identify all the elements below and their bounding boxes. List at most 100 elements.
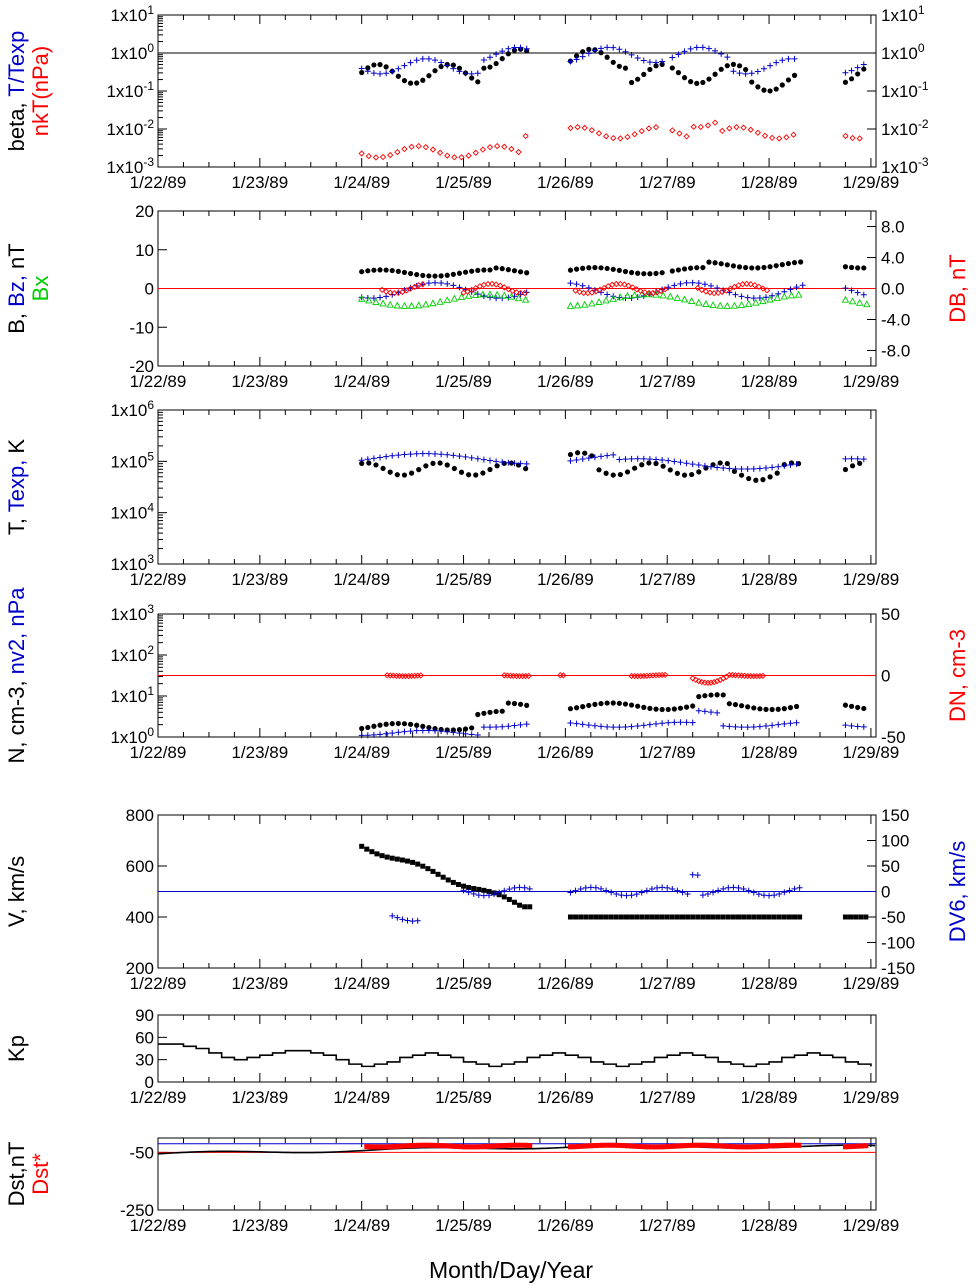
x-tick-label: 1/23/89: [231, 173, 288, 192]
x-tick-label: 1/29/89: [843, 372, 900, 391]
data-point-N: [861, 705, 867, 712]
data-point-DV6: [689, 871, 696, 878]
data-point-T/Texp: [622, 48, 629, 55]
data-point-V: [501, 894, 507, 900]
data-point-DV6: [796, 884, 803, 891]
data-point-nkT: [444, 152, 451, 159]
data-point-beta: [647, 66, 653, 73]
data-point-Dst*: [706, 1142, 712, 1148]
x-tick-label: 1/26/89: [537, 1088, 594, 1107]
data-point-DV6: [710, 889, 717, 896]
data-point-T: [373, 462, 379, 468]
data-point-T: [795, 460, 802, 467]
data-point-DB: [468, 286, 475, 294]
data-point-T/Texp: [480, 56, 487, 63]
data-point-DB: [755, 283, 763, 290]
data-point-V: [730, 914, 736, 920]
data-point-V: [588, 914, 594, 920]
data-point-Dst*: [702, 1142, 708, 1148]
data-point-DB: [497, 282, 504, 289]
y-tick-label: 1x105: [110, 449, 154, 471]
data-point-T/Texp: [567, 58, 574, 65]
y-tick-label: 200: [126, 959, 154, 978]
data-point-T/Texp: [487, 54, 494, 61]
data-point-Dst*: [767, 1143, 773, 1149]
data-point-T/Texp: [604, 44, 611, 51]
data-point-Dst*: [482, 1144, 488, 1150]
data-point-DB: [641, 289, 648, 296]
data-point-V: [664, 914, 670, 920]
data-point-Dst*: [457, 1144, 463, 1150]
data-point-T: [444, 462, 450, 468]
data-point-T: [582, 450, 588, 456]
data-point-Dst*: [376, 1144, 382, 1150]
data-point-DB: [509, 287, 516, 295]
data-point-T/Texp: [493, 51, 500, 58]
y-axis-label-part: nv2, nPa: [4, 587, 29, 675]
y-axis-label-part: Bx: [28, 276, 53, 302]
data-point-T: [660, 463, 666, 469]
data-point-Dst*: [400, 1143, 406, 1149]
y-axis-label: T, Texp, K: [4, 439, 29, 536]
data-point-nv2: [695, 707, 702, 714]
data-point-nv2: [480, 724, 487, 731]
data-point-T: [603, 470, 609, 476]
data-point-Dst*: [596, 1142, 602, 1148]
data-point-T: [681, 472, 688, 478]
data-point-nkT: [522, 132, 529, 140]
data-point-Texp: [750, 465, 757, 472]
data-point-V: [679, 914, 685, 920]
data-point-Texp: [854, 455, 861, 462]
data-point-DV6: [603, 887, 610, 894]
data-point-N: [775, 706, 781, 712]
data-point-DV6: [725, 884, 732, 891]
data-point-nv2: [432, 727, 439, 734]
data-point-DV6: [572, 887, 579, 894]
data-point-Bx: [737, 301, 746, 309]
data-point-DB: [613, 280, 620, 288]
data-point-V: [858, 914, 864, 920]
data-point-DB: [403, 287, 410, 294]
data-point-N: [456, 727, 463, 733]
data-point-DV6: [592, 884, 599, 891]
data-point-Bz: [438, 279, 445, 286]
data-point-T: [774, 470, 780, 476]
data-point-T/Texp: [628, 51, 635, 58]
data-point-Texp: [480, 456, 487, 463]
data-point-nkT: [790, 131, 797, 138]
data-point-nkT: [733, 123, 740, 131]
data-point-N: [757, 706, 763, 712]
x-tick-label: 1/27/89: [639, 1088, 696, 1107]
data-point-B: [730, 263, 737, 269]
y-tick-label: -250: [120, 1201, 154, 1220]
data-point-nkT: [595, 130, 603, 137]
data-point-B: [675, 267, 682, 273]
data-point-nv2: [689, 719, 696, 726]
data-point-Dst*: [726, 1143, 732, 1149]
data-point-B: [505, 267, 511, 273]
data-point-nv2: [634, 723, 641, 730]
data-point-Bx: [623, 292, 632, 299]
data-point-nkT: [515, 148, 522, 156]
data-point-DB: [751, 282, 758, 289]
data-point-B: [395, 268, 401, 274]
data-point-B: [749, 265, 755, 271]
y-axis-label-part: nT: [4, 243, 29, 269]
data-point-beta: [414, 80, 420, 86]
data-point-DB: [592, 288, 600, 295]
y-tick-label: -10: [129, 318, 154, 337]
y-right-axis-label: DV6, km/s: [945, 841, 970, 942]
data-point-Dst*: [661, 1144, 667, 1150]
data-point-DB: [572, 287, 579, 294]
data-point-nkT: [567, 124, 574, 132]
data-point-N: [726, 701, 732, 707]
data-point-N: [653, 706, 659, 712]
data-point-T: [842, 466, 849, 473]
data-point-nv2: [573, 720, 580, 727]
data-point-Texp: [523, 460, 530, 467]
data-point-V: [634, 914, 640, 920]
data-point-Bz: [425, 280, 432, 287]
data-point-beta: [861, 66, 867, 72]
data-point-nv2: [756, 723, 763, 730]
y-right-tick-label: -150: [881, 959, 915, 978]
